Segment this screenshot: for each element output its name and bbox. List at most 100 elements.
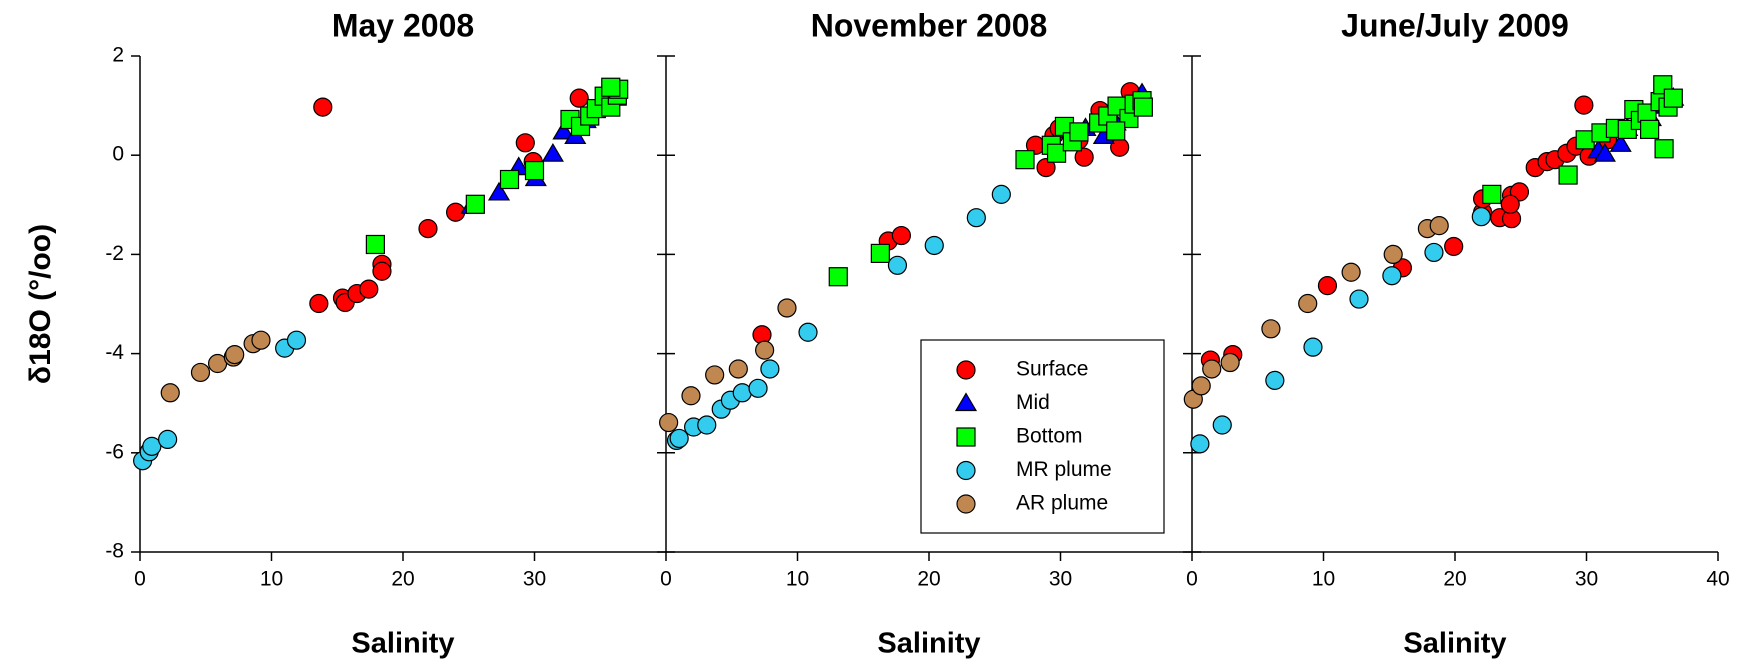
legend-label: Bottom xyxy=(1016,425,1083,448)
point xyxy=(991,184,1011,204)
point xyxy=(1220,352,1240,373)
point xyxy=(748,378,768,398)
point xyxy=(1654,139,1674,159)
y-tick-label: -6 xyxy=(105,440,124,463)
point xyxy=(1640,119,1660,140)
point xyxy=(569,88,589,108)
point xyxy=(1265,370,1285,390)
point xyxy=(1133,97,1153,117)
point xyxy=(1190,434,1210,454)
point xyxy=(1429,216,1449,236)
point xyxy=(1558,165,1578,185)
point xyxy=(1202,359,1222,379)
x-tick-label: 10 xyxy=(786,568,809,591)
point xyxy=(524,160,545,181)
point xyxy=(601,77,621,97)
point xyxy=(142,436,162,456)
x-axis-label: Salinity xyxy=(351,628,454,660)
point xyxy=(1036,158,1056,178)
point xyxy=(1106,121,1126,141)
point xyxy=(499,169,520,190)
y-tick-label: 2 xyxy=(112,44,124,67)
point xyxy=(1349,289,1369,309)
point xyxy=(966,208,986,228)
x-axis-label: Salinity xyxy=(877,628,980,660)
point xyxy=(1069,122,1089,142)
point xyxy=(870,243,890,264)
point xyxy=(1298,293,1318,314)
point xyxy=(1444,236,1464,257)
legend-marker xyxy=(954,392,978,412)
panel-title: November 2008 xyxy=(811,7,1048,43)
y-tick-label: 0 xyxy=(112,143,124,166)
point xyxy=(418,219,438,239)
point xyxy=(541,143,564,162)
y-tick-label: -8 xyxy=(105,540,124,563)
point xyxy=(365,234,385,255)
point xyxy=(1574,95,1594,115)
x-tick-label: 10 xyxy=(260,568,283,591)
point xyxy=(777,298,797,318)
legend-marker xyxy=(956,460,976,481)
x-tick-label: 10 xyxy=(1312,568,1335,591)
point xyxy=(1341,262,1361,282)
point xyxy=(286,330,307,350)
point xyxy=(728,359,748,379)
point xyxy=(1382,266,1402,286)
x-tick-label: 30 xyxy=(1049,568,1072,591)
point xyxy=(659,412,679,433)
legend-label: Surface xyxy=(1016,358,1088,381)
point xyxy=(487,181,511,201)
point xyxy=(158,429,178,450)
x-tick-label: 20 xyxy=(391,568,414,591)
legend-marker xyxy=(956,427,976,447)
point xyxy=(251,330,271,350)
point xyxy=(1110,137,1130,157)
point xyxy=(732,383,752,403)
point xyxy=(552,120,575,140)
point xyxy=(1593,143,1616,162)
legend-label: AR plume xyxy=(1016,492,1108,515)
point xyxy=(705,365,725,385)
x-tick-label: 30 xyxy=(523,568,546,591)
point xyxy=(515,133,535,153)
panel-title: May 2008 xyxy=(332,7,474,43)
point xyxy=(1609,133,1632,152)
point xyxy=(1383,244,1403,264)
point xyxy=(924,235,944,256)
y-tick-label: -4 xyxy=(105,341,124,364)
point xyxy=(1046,143,1067,163)
point xyxy=(1471,207,1491,227)
point xyxy=(1317,276,1338,296)
x-tick-label: 0 xyxy=(660,568,672,591)
point xyxy=(1303,337,1323,357)
point xyxy=(1074,147,1094,167)
x-tick-label: 20 xyxy=(917,568,940,591)
x-tick-label: 30 xyxy=(1575,568,1598,591)
point xyxy=(798,322,818,342)
point xyxy=(309,293,329,314)
x-tick-label: 40 xyxy=(1706,568,1729,591)
point xyxy=(755,340,775,360)
point xyxy=(1663,88,1683,108)
x-tick-label: 20 xyxy=(1443,568,1466,591)
point xyxy=(697,415,717,435)
point xyxy=(190,362,211,383)
point xyxy=(359,279,379,299)
y-tick-label: -2 xyxy=(105,242,124,265)
point xyxy=(1015,150,1035,170)
point xyxy=(760,359,780,379)
point xyxy=(887,255,908,275)
point xyxy=(465,194,485,214)
point xyxy=(1191,376,1211,396)
point xyxy=(1500,194,1520,214)
panel-title: June/July 2009 xyxy=(1341,7,1569,43)
point xyxy=(1212,415,1232,435)
point xyxy=(669,428,689,449)
legend-marker xyxy=(956,360,976,380)
point xyxy=(828,267,848,287)
x-axis-label: Salinity xyxy=(1403,628,1506,660)
point xyxy=(1261,319,1281,339)
legend-label: Mid xyxy=(1016,391,1050,414)
